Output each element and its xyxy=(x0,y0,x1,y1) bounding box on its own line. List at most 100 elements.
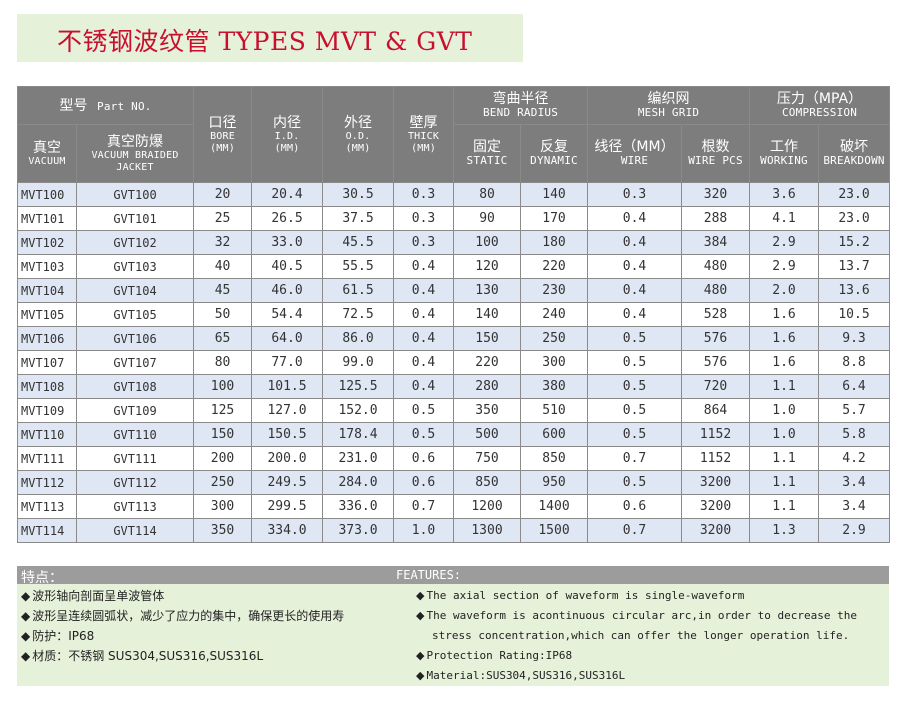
header-wire: 线径（MM） WIRE xyxy=(587,124,683,183)
cell-thickness: 0.5 xyxy=(393,422,455,447)
cell-wire-diameter: 0.5 xyxy=(587,470,683,495)
cell-wire-count: 1152 xyxy=(681,422,751,447)
cell-bore: 100 xyxy=(193,374,253,399)
cell-bend-dynamic: 300 xyxy=(520,350,589,375)
cell-outer-diameter: 45.5 xyxy=(322,230,395,255)
cell-thickness: 0.5 xyxy=(393,398,455,423)
cell-vacuum-part-no: MVT114 xyxy=(17,518,77,543)
cell-breakdown-pressure: 2.9 xyxy=(818,518,891,543)
header-bore: 口径 BORE (MM) xyxy=(193,86,253,183)
cell-thickness: 0.6 xyxy=(393,446,455,471)
cell-working-pressure: 4.1 xyxy=(749,206,820,231)
cell-wire-count: 528 xyxy=(681,302,751,327)
feature-item-en: ◆ The waveform is acontinuous circular ar… xyxy=(416,609,857,622)
cell-wire-count: 480 xyxy=(681,278,751,303)
features-list-zh: ◆ 波形轴向剖面呈单波管体 ◆ 波形呈连续圆弧状，减少了应力的集中，确保更长的使用寿… xyxy=(21,586,401,666)
diamond-bullet-icon: ◆ xyxy=(416,649,425,662)
cell-bend-dynamic: 1500 xyxy=(520,518,589,543)
cell-vacuum-part-no: MVT109 xyxy=(17,398,77,423)
header-wire-pcs: 根数 WIRE PCS xyxy=(681,124,751,183)
header-static: 固定 STATIC xyxy=(453,124,522,183)
cell-inner-diameter: 20.4 xyxy=(251,182,324,207)
cell-wire-count: 3200 xyxy=(681,494,751,519)
cell-bore: 80 xyxy=(193,350,253,375)
cell-thickness: 0.3 xyxy=(393,206,455,231)
diamond-bullet-icon: ◆ xyxy=(21,629,31,643)
cell-braided-part-no: GVT107 xyxy=(75,350,195,375)
header-thick: 壁厚 THICK (MM) xyxy=(393,86,455,183)
header-id: 内径 I.D. (MM) xyxy=(251,86,324,183)
cell-braided-part-no: GVT111 xyxy=(75,446,195,471)
cell-bend-dynamic: 140 xyxy=(520,182,589,207)
cell-outer-diameter: 37.5 xyxy=(322,206,395,231)
cell-bend-static: 130 xyxy=(453,278,522,303)
cell-inner-diameter: 127.0 xyxy=(251,398,324,423)
cell-outer-diameter: 125.5 xyxy=(322,374,395,399)
cell-wire-diameter: 0.5 xyxy=(587,422,683,447)
cell-breakdown-pressure: 6.4 xyxy=(818,374,891,399)
diamond-bullet-icon: ◆ xyxy=(21,609,31,623)
feature-item-en: ◆ Material:SUS304,SUS316,SUS316L xyxy=(416,669,626,682)
header-vacuum-braided: 真空防爆 VACUUM BRAIDED JACKET xyxy=(75,124,195,183)
table-row: MVT100 GVT100 20 20.4 30.5 0.3 80 140 0.3 320 3.6 2… xyxy=(17,182,891,207)
cell-wire-diameter: 0.5 xyxy=(587,326,683,351)
cell-braided-part-no: GVT102 xyxy=(75,230,195,255)
cell-thickness: 0.4 xyxy=(393,350,455,375)
cell-bend-static: 140 xyxy=(453,302,522,327)
cell-wire-diameter: 0.3 xyxy=(587,182,683,207)
cell-breakdown-pressure: 23.0 xyxy=(818,206,891,231)
diamond-bullet-icon: ◆ xyxy=(21,589,31,603)
cell-thickness: 0.4 xyxy=(393,278,455,303)
cell-bend-static: 90 xyxy=(453,206,522,231)
cell-wire-count: 576 xyxy=(681,350,751,375)
cell-outer-diameter: 55.5 xyxy=(322,254,395,279)
cell-braided-part-no: GVT101 xyxy=(75,206,195,231)
cell-working-pressure: 1.1 xyxy=(749,470,820,495)
cell-wire-diameter: 0.5 xyxy=(587,398,683,423)
feature-item-zh: ◆ 防护：IP68 xyxy=(21,629,95,643)
cell-bend-dynamic: 950 xyxy=(520,470,589,495)
cell-bend-dynamic: 240 xyxy=(520,302,589,327)
diamond-bullet-icon: ◆ xyxy=(416,609,425,622)
cell-vacuum-part-no: MVT104 xyxy=(17,278,77,303)
cell-vacuum-part-no: MVT111 xyxy=(17,446,77,471)
cell-bore: 20 xyxy=(193,182,253,207)
table-row: MVT106 GVT106 65 64.0 86.0 0.4 150 250 0.5 576 1.6… xyxy=(17,326,891,351)
diamond-bullet-icon: ◆ xyxy=(416,669,425,682)
cell-working-pressure: 1.1 xyxy=(749,494,820,519)
cell-bend-dynamic: 170 xyxy=(520,206,589,231)
table-row: MVT108 GVT108 100 101.5 125.5 0.4 280 380 0.5 720… xyxy=(17,374,891,399)
cell-breakdown-pressure: 15.2 xyxy=(818,230,891,255)
cell-bend-dynamic: 1400 xyxy=(520,494,589,519)
table-row: MVT111 GVT111 200 200.0 231.0 0.6 750 850 0.7 115… xyxy=(17,446,891,471)
cell-wire-count: 3200 xyxy=(681,470,751,495)
cell-working-pressure: 1.6 xyxy=(749,326,820,351)
cell-braided-part-no: GVT103 xyxy=(75,254,195,279)
cell-bend-static: 120 xyxy=(453,254,522,279)
cell-wire-count: 576 xyxy=(681,326,751,351)
cell-wire-count: 384 xyxy=(681,230,751,255)
cell-thickness: 0.3 xyxy=(393,230,455,255)
cell-bend-dynamic: 230 xyxy=(520,278,589,303)
cell-bend-dynamic: 180 xyxy=(520,230,589,255)
cell-vacuum-part-no: MVT102 xyxy=(17,230,77,255)
table-row: MVT105 GVT105 50 54.4 72.5 0.4 140 240 0.4 528 1.6… xyxy=(17,302,891,327)
header-mesh-grid: 编织网 MESH GRID xyxy=(587,86,751,125)
spec-table: 型号 Part NO. 口径 BORE (MM) 内径 I.D. (MM) 外径… xyxy=(16,86,891,543)
cell-breakdown-pressure: 13.7 xyxy=(818,254,891,279)
cell-wire-diameter: 0.5 xyxy=(587,350,683,375)
cell-breakdown-pressure: 3.4 xyxy=(818,494,891,519)
cell-bore: 150 xyxy=(193,422,253,447)
cell-bend-static: 850 xyxy=(453,470,522,495)
cell-inner-diameter: 40.5 xyxy=(251,254,324,279)
cell-thickness: 0.7 xyxy=(393,494,455,519)
cell-outer-diameter: 72.5 xyxy=(322,302,395,327)
cell-wire-diameter: 0.4 xyxy=(587,302,683,327)
feature-item-zh: ◆ 波形轴向剖面呈单波管体 xyxy=(21,589,165,603)
cell-working-pressure: 1.0 xyxy=(749,398,820,423)
cell-bend-static: 280 xyxy=(453,374,522,399)
cell-bore: 250 xyxy=(193,470,253,495)
cell-inner-diameter: 64.0 xyxy=(251,326,324,351)
features-list-en: ◆ The axial section of waveform is single… xyxy=(416,586,886,686)
cell-vacuum-part-no: MVT107 xyxy=(17,350,77,375)
